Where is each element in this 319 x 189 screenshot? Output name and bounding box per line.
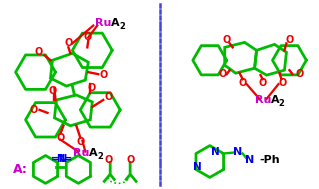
Text: O: O bbox=[258, 78, 267, 88]
Text: O: O bbox=[219, 69, 227, 79]
Text: A: A bbox=[271, 95, 279, 105]
Text: O: O bbox=[295, 69, 303, 79]
Text: N: N bbox=[193, 163, 202, 172]
Text: Ru: Ru bbox=[95, 18, 112, 28]
Text: Ru: Ru bbox=[255, 95, 271, 105]
Text: O: O bbox=[278, 78, 286, 88]
Text: O: O bbox=[87, 83, 95, 93]
Text: N: N bbox=[233, 147, 242, 156]
Text: O: O bbox=[223, 35, 231, 45]
Text: N: N bbox=[211, 147, 220, 156]
Text: O: O bbox=[83, 33, 92, 42]
Text: O: O bbox=[104, 155, 112, 164]
Text: O: O bbox=[239, 78, 247, 88]
Text: O: O bbox=[56, 133, 64, 143]
Text: O: O bbox=[126, 155, 134, 164]
Text: O: O bbox=[64, 38, 72, 48]
Text: O: O bbox=[104, 92, 112, 102]
Text: O: O bbox=[48, 86, 56, 96]
Text: Ru: Ru bbox=[73, 148, 90, 158]
Text: A:: A: bbox=[13, 163, 27, 176]
Text: 2: 2 bbox=[97, 152, 103, 161]
Text: O: O bbox=[285, 35, 293, 45]
Text: O: O bbox=[99, 70, 108, 80]
Text: 2: 2 bbox=[119, 22, 125, 31]
Text: -Ph: -Ph bbox=[260, 155, 280, 164]
Text: A: A bbox=[111, 18, 120, 28]
Text: A: A bbox=[89, 148, 98, 158]
Text: O: O bbox=[76, 137, 85, 147]
Text: =N: =N bbox=[51, 153, 68, 163]
Text: N=: N= bbox=[56, 153, 72, 163]
Text: N: N bbox=[245, 155, 254, 164]
Text: O: O bbox=[29, 105, 38, 115]
Text: O: O bbox=[34, 47, 43, 57]
Text: 2: 2 bbox=[278, 99, 284, 108]
